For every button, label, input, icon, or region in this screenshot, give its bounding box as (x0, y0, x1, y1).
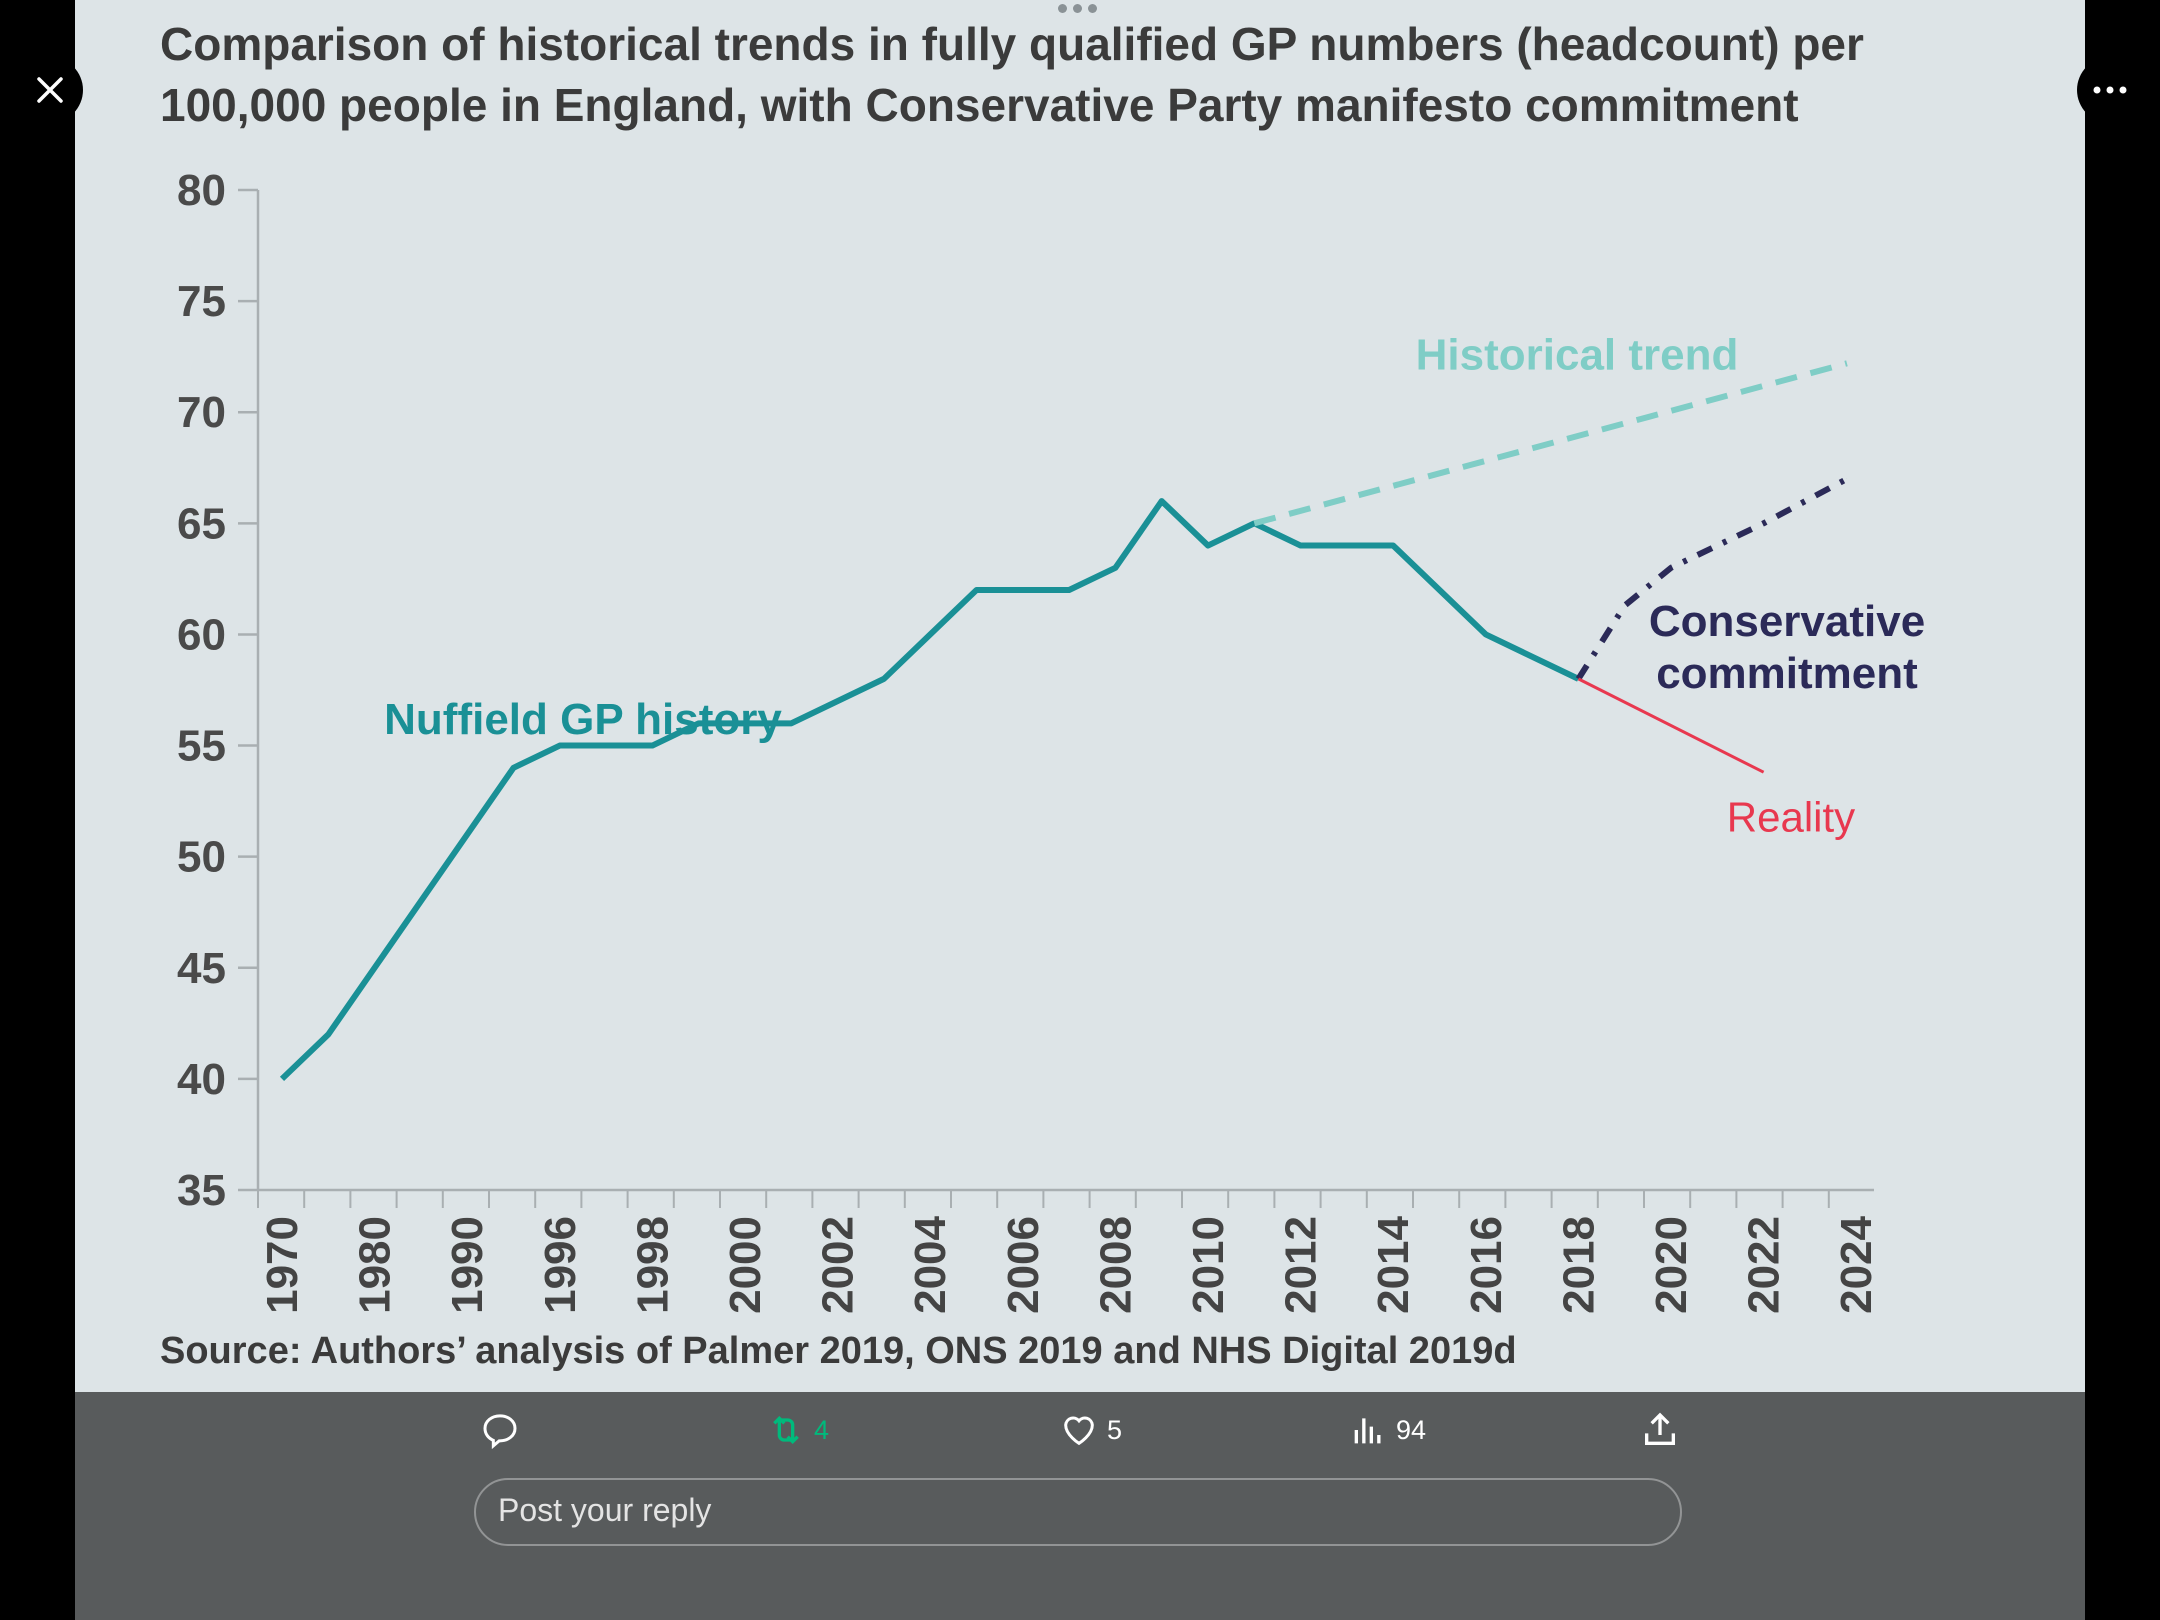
x-tick-label: 1996 (536, 1216, 585, 1314)
reply-input[interactable]: Post your reply (474, 1478, 1682, 1546)
x-tick-label: 1980 (351, 1216, 400, 1314)
y-tick-label: 40 (177, 1055, 226, 1104)
like-button[interactable]: 5 (1059, 1408, 1122, 1452)
more-button[interactable] (2077, 57, 2143, 123)
y-tick-label: 55 (177, 722, 226, 771)
tweet-action-overlay (75, 1392, 2085, 1620)
y-tick-label: 60 (177, 610, 226, 659)
y-tick-label: 35 (177, 1166, 226, 1215)
views-button[interactable]: 94 (1348, 1408, 1426, 1452)
like-count: 5 (1107, 1414, 1123, 1445)
annotation-line: commitment (1656, 649, 1918, 698)
reply-icon (483, 1414, 517, 1450)
series-line-reality (1577, 677, 1765, 774)
x-tick-label: 1998 (628, 1216, 677, 1314)
y-tick-label: 45 (177, 944, 226, 993)
title-line-2: 100,000 people in England, with Conserva… (160, 79, 1799, 131)
share-icon (1645, 1412, 1675, 1445)
series-line-nuffield-gp-history (279, 498, 1580, 1082)
annotation-label: Historical trend (1416, 330, 1739, 379)
series-line-historical-trend (1253, 360, 1848, 527)
x-tick-label: 2002 (814, 1216, 863, 1314)
x-tick-label: 2000 (721, 1216, 770, 1314)
y-tick-label: 70 (177, 388, 226, 437)
annotation-label: Nuffield GP history (384, 695, 782, 744)
share-button[interactable] (1640, 1408, 1680, 1452)
x-tick-label: 2024 (1832, 1215, 1881, 1313)
close-icon (37, 77, 63, 103)
annotation-line: Conservative (1649, 597, 1925, 646)
y-tick-label: 75 (177, 277, 226, 326)
x-tick-label: 2006 (999, 1216, 1048, 1314)
views-icon (1354, 1418, 1381, 1444)
title-line-1: Comparison of historical trends in fully… (160, 18, 1864, 70)
retweet-button[interactable]: 4 (766, 1408, 829, 1452)
more-icon (2093, 86, 2127, 94)
views-count: 94 (1396, 1414, 1427, 1445)
reply-placeholder: Post your reply (498, 1492, 712, 1528)
x-tick-label: 2022 (1740, 1216, 1789, 1314)
heart-icon (1064, 1416, 1094, 1446)
x-tick-label: 2018 (1554, 1216, 1603, 1314)
source-note: Source: Authors’ analysis of Palmer 2019… (160, 1330, 1517, 1372)
annotation-label: Reality (1727, 794, 1855, 841)
x-tick-label: 1970 (258, 1216, 307, 1314)
x-tick-label: 2020 (1647, 1216, 1696, 1314)
x-tick-label: 2016 (1462, 1216, 1511, 1314)
retweet-icon (773, 1415, 799, 1445)
x-tick-label: 2014 (1369, 1215, 1418, 1313)
chart-image: Comparison of historical trends in fully… (75, 0, 2085, 1620)
drag-handle[interactable] (1058, 4, 1097, 13)
x-tick-label: 2010 (1184, 1216, 1233, 1314)
y-tick-label: 80 (177, 166, 226, 215)
reply-button[interactable] (480, 1408, 520, 1452)
y-tick-label: 65 (177, 499, 226, 548)
line-chart: 80 75 70 65 60 55 50 45 40 35 1970 1980 1990 1996 1998… (177, 166, 1925, 1314)
close-button[interactable] (17, 57, 83, 123)
x-tick-label: 2008 (1091, 1216, 1140, 1314)
x-tick-label: 1990 (443, 1216, 492, 1314)
x-tick-label: 2012 (1277, 1216, 1326, 1314)
annotation-label: Conservative commitment (1649, 597, 1925, 698)
retweet-count: 4 (814, 1414, 830, 1445)
chart-title: Comparison of historical trends in fully… (160, 14, 2060, 136)
y-tick-label: 50 (177, 833, 226, 882)
x-tick-label: 2004 (906, 1215, 955, 1313)
